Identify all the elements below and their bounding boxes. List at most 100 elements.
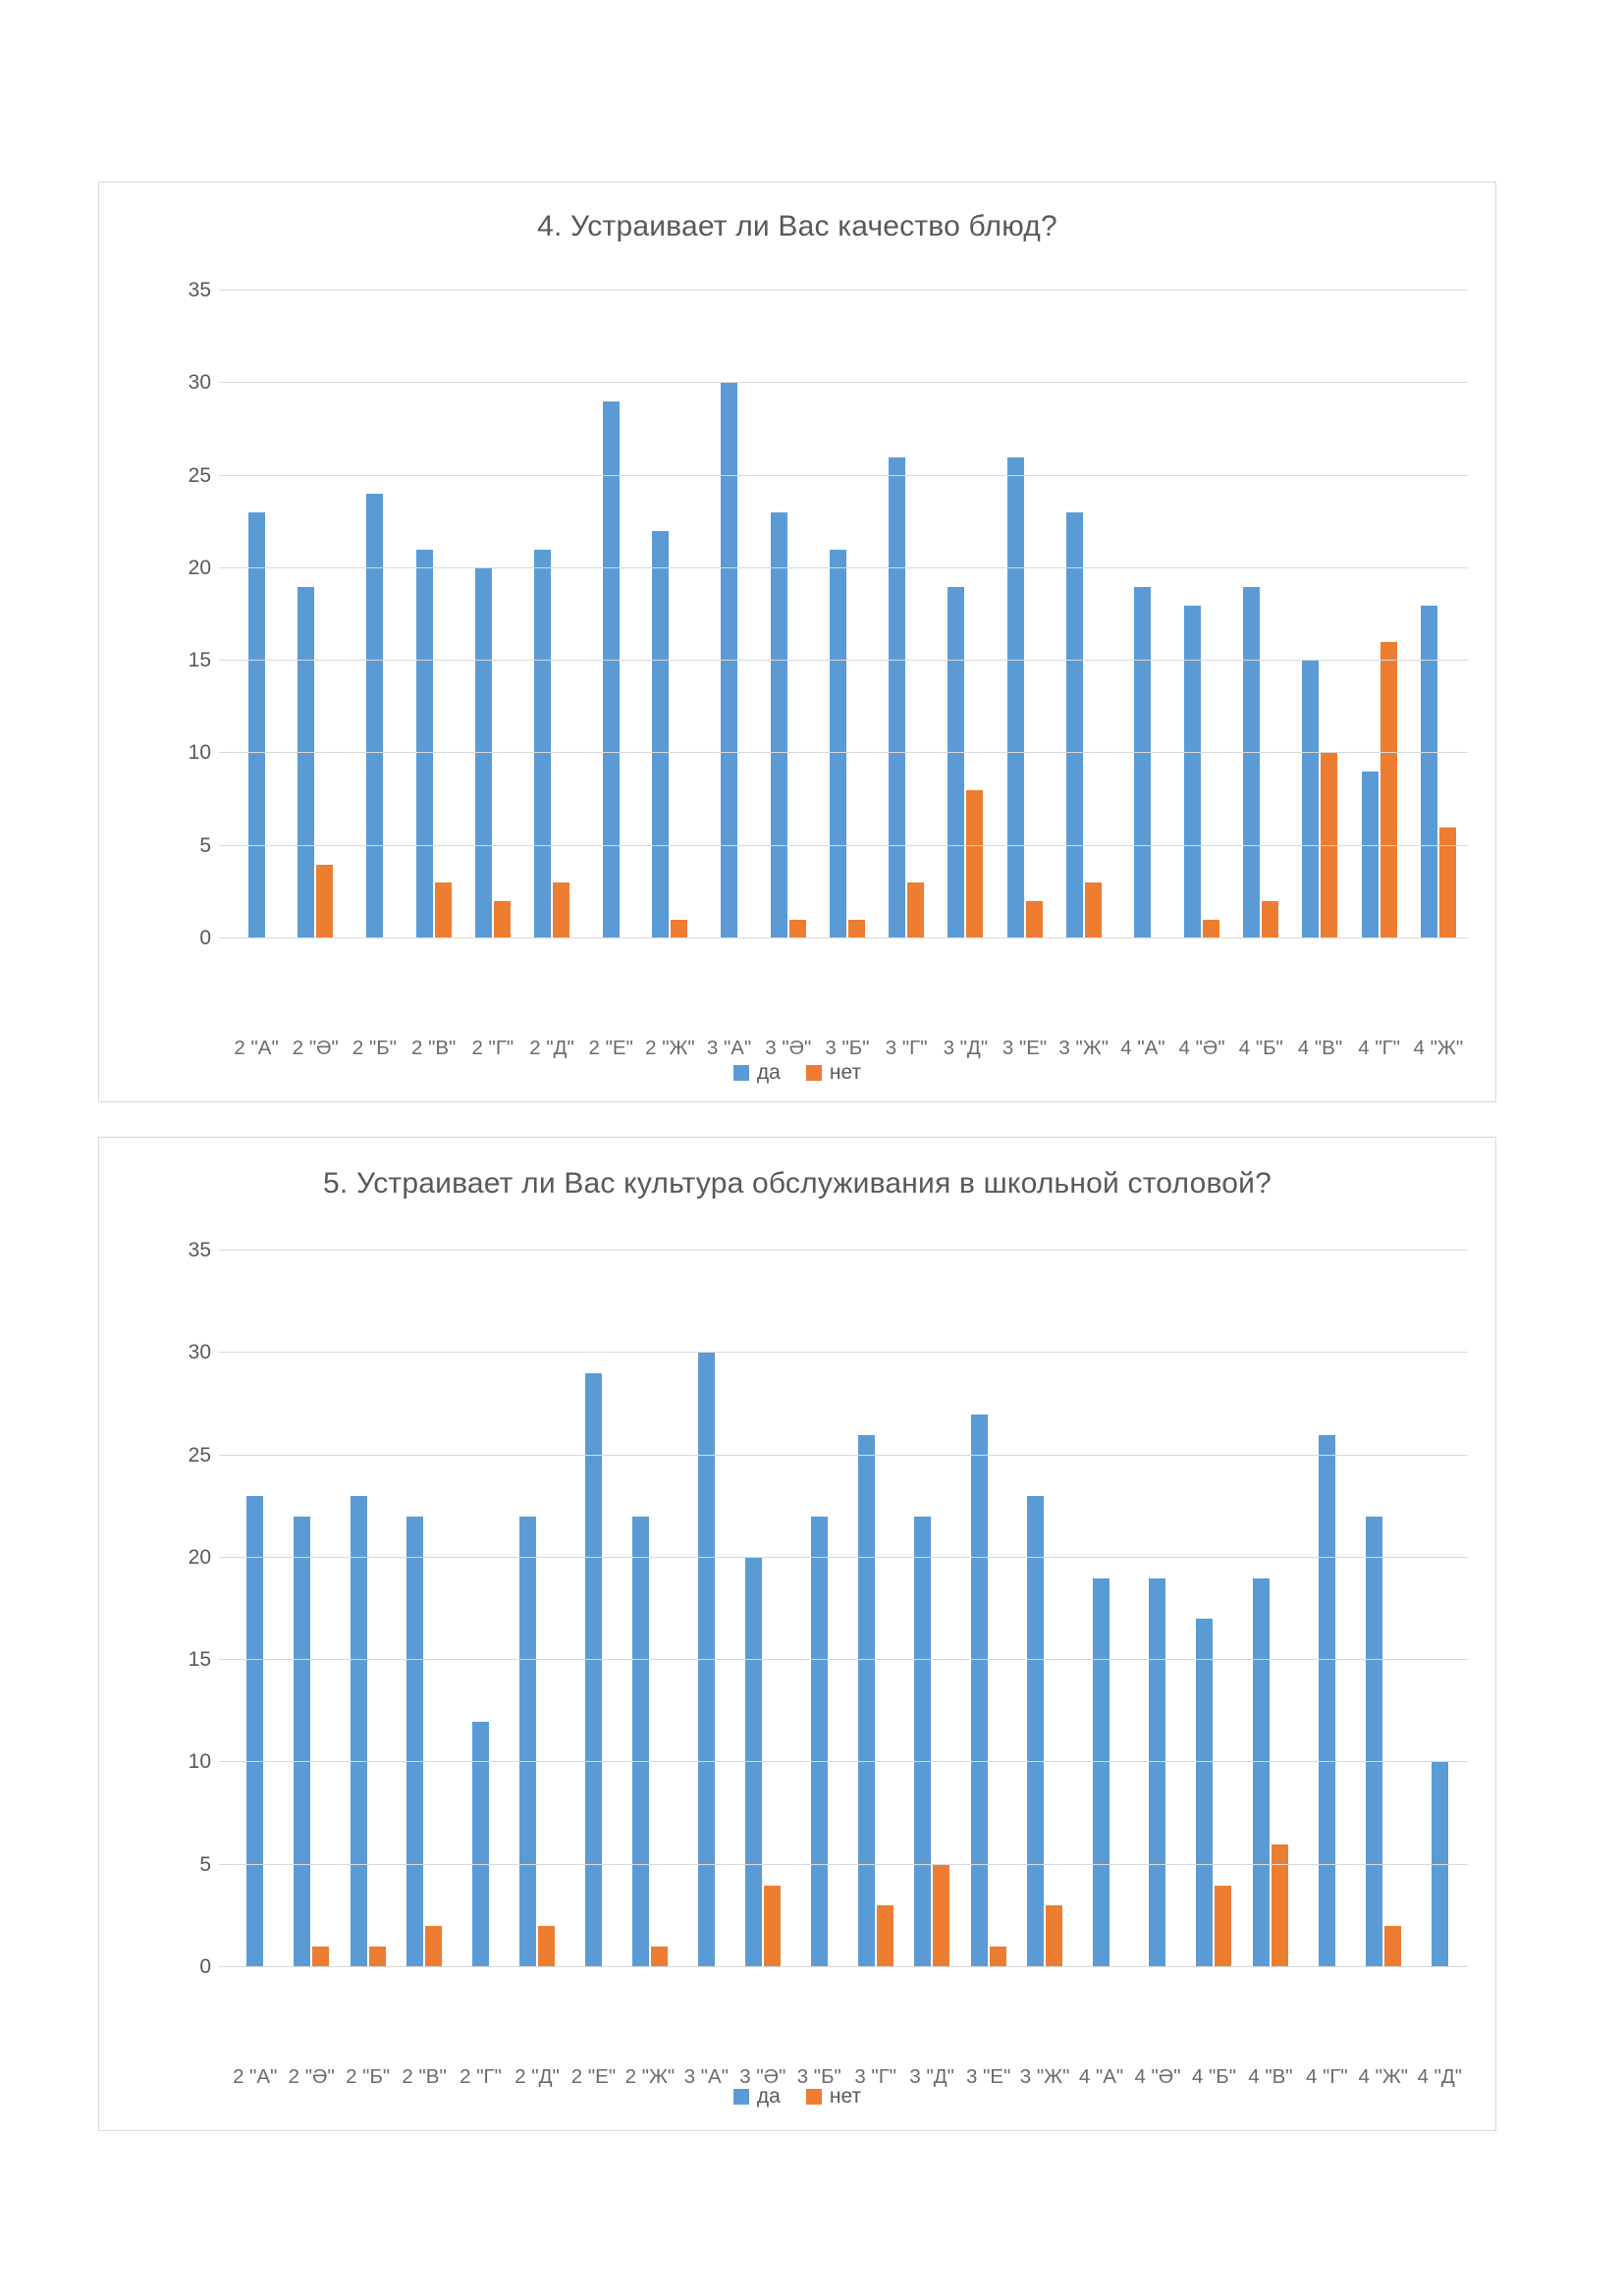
x-axis-tick-label: 3 "А" xyxy=(706,1037,752,1059)
bar-group xyxy=(640,291,699,938)
bar-group xyxy=(286,291,345,938)
gridline xyxy=(227,752,1468,754)
y-tick-label: 0 xyxy=(199,927,211,949)
x-axis-tick-label: 4 "Ж" xyxy=(1413,1037,1464,1059)
bar-yes xyxy=(970,1414,988,1967)
bar-yes xyxy=(1093,1577,1110,1967)
x-axis-tick-label: 3 "Б" xyxy=(796,2065,841,2088)
x-axis-tick-label: 2 "В" xyxy=(410,1037,457,1059)
y-tick-mark xyxy=(219,1966,227,1967)
bar-yes xyxy=(770,512,787,938)
bar-yes xyxy=(518,1517,536,1967)
y-tick-label: 10 xyxy=(188,1750,211,1774)
gridline xyxy=(227,1352,1468,1354)
x-axis-tick-label: 3 "Ж" xyxy=(1058,1037,1110,1059)
y-tick-mark xyxy=(219,1250,227,1251)
bar-no xyxy=(650,1947,668,1967)
y-tick-mark xyxy=(219,1659,227,1661)
bar-no xyxy=(493,901,511,938)
bar-group xyxy=(1055,291,1113,938)
y-tick-mark xyxy=(219,1352,227,1354)
chart-title: 4. Устраивает ли Вас качество блюд? xyxy=(537,210,1057,242)
bar-group xyxy=(227,291,286,938)
bar-group xyxy=(903,1251,959,1967)
y-tick-label: 5 xyxy=(199,833,211,857)
bar-yes xyxy=(1431,1762,1448,1967)
chart-card-quality-of-dishes: 4. Устраивает ли Вас качество блюд? 0 5 10… xyxy=(98,182,1496,1102)
gridline xyxy=(227,290,1468,291)
bar-group xyxy=(1172,291,1231,938)
x-axis-tick-label: 3 "Г" xyxy=(854,2065,897,2088)
bar-group xyxy=(463,291,522,938)
x-axis-tick-label: 3 "Ә" xyxy=(739,2065,786,2088)
y-tick-mark xyxy=(219,1454,227,1456)
y-tick-mark xyxy=(219,382,227,384)
bar-no xyxy=(907,882,925,938)
x-axis-tick-label: 2 "А" xyxy=(233,2065,278,2088)
y-tick-label: 20 xyxy=(188,556,211,579)
bar-yes xyxy=(584,1373,602,1967)
x-axis-tick-label: 3 "Д" xyxy=(909,2065,954,2088)
bar-group xyxy=(1355,1251,1411,1967)
bar-group xyxy=(936,291,995,938)
x-axis-tick-label: 2 "А" xyxy=(234,1037,279,1059)
x-axis-labels: 2 "А" 2 "Ә" 2 "Б" 2 "В" 2 "Г" 2 "Д" 2 "Е" 2 "Ж"… xyxy=(227,1037,1468,1060)
bar-yes xyxy=(1134,586,1152,938)
y-tick-mark xyxy=(219,1556,227,1558)
bar-no xyxy=(1215,1885,1232,1967)
x-axis-tick-label: 2 "Д" xyxy=(514,2065,560,2088)
bar-group xyxy=(1113,291,1172,938)
bar-yes xyxy=(1252,1577,1270,1967)
bar-no xyxy=(1380,642,1397,938)
bar-yes xyxy=(652,531,670,938)
bar-yes xyxy=(1420,605,1437,938)
bar-yes xyxy=(1243,586,1261,938)
bar-group xyxy=(1016,1251,1072,1967)
bar-no xyxy=(537,1926,555,1967)
bar-no xyxy=(989,1947,1006,1967)
chart-title: 5. Устраивает ли Вас культура обслуживан… xyxy=(323,1167,1272,1200)
bar-group xyxy=(522,291,581,938)
y-tick-mark xyxy=(219,752,227,754)
x-axis-tick-label: 2 "Ж" xyxy=(624,2065,676,2088)
y-tick-mark xyxy=(219,290,227,291)
x-axis-line xyxy=(219,937,1468,938)
bar-yes xyxy=(829,550,846,938)
plot-wrapper: 0 5 10 15 20 25 30 35 2 "А" 2 "Ә" 2 "Б" 2 "В" 2 "Г"… xyxy=(99,279,1495,1059)
bar-group xyxy=(678,1251,734,1967)
bar-yes xyxy=(1184,605,1202,938)
y-tick-label: 25 xyxy=(188,463,211,487)
x-axis-tick-label: 4 "В" xyxy=(1248,2065,1293,2088)
bar-no xyxy=(1438,827,1456,938)
legend-label-no: нет xyxy=(829,1061,862,1084)
gridline xyxy=(227,1761,1468,1763)
y-tick-mark xyxy=(219,566,227,568)
bar-yes xyxy=(406,1517,424,1967)
x-axis-tick-label: 2 "Ж" xyxy=(645,1037,695,1059)
bar-yes xyxy=(294,1517,311,1967)
bar-yes xyxy=(1318,1434,1335,1967)
y-tick-label: 5 xyxy=(199,1852,211,1876)
bar-group xyxy=(1073,1251,1129,1967)
bar-group xyxy=(791,1251,847,1967)
bar-group xyxy=(405,291,463,938)
bar-group xyxy=(877,291,936,938)
bar-no xyxy=(847,920,865,938)
bar-group xyxy=(1299,1251,1355,1967)
chart-legend: да нет xyxy=(99,1061,1495,1085)
bar-yes xyxy=(534,550,552,938)
bar-group xyxy=(960,1251,1016,1967)
bar-yes xyxy=(914,1517,932,1967)
gridline xyxy=(227,1454,1468,1456)
bar-group xyxy=(453,1251,509,1967)
bar-group xyxy=(1186,1251,1242,1967)
x-axis-labels: 2 "А" 2 "Ә" 2 "Б" 2 "В" 2 "Г" 2 "Д" 2 "Е" 2 "Ж"… xyxy=(227,2065,1468,2089)
bar-group xyxy=(566,1251,622,1967)
y-tick-label: 20 xyxy=(188,1545,211,1569)
bar-group xyxy=(345,291,404,938)
x-axis-tick-label: 3 "А" xyxy=(683,2065,730,2088)
bar-group xyxy=(1129,1251,1185,1967)
plot-wrapper: 0 5 10 15 20 25 30 35 2 "А" 2 "Ә" 2 "Б" 2 "В" 2 "Г"… xyxy=(99,1239,1495,2088)
bar-no xyxy=(788,920,806,938)
y-tick-mark xyxy=(219,660,227,662)
